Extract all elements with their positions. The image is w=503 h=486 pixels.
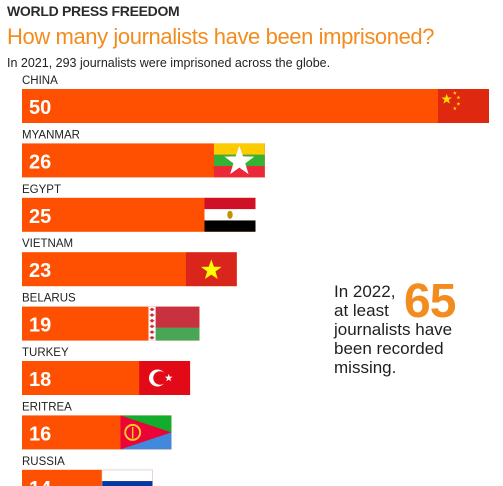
bar-chart: CHINA 50 MYANMAR 26 EGYPT 25 VIETNAM 23 BELARUS 1… [22,75,489,486]
value-label-russia: 14 [29,478,52,486]
category-label-china: CHINA [22,75,58,87]
note-line-5: missing. [334,358,397,377]
egypt-flag-icon [204,197,256,232]
bar-china [22,89,489,123]
china-flag-icon [438,89,489,123]
note-big-number: 65 [404,275,456,328]
belarus-flag-icon [148,306,200,341]
value-label-belarus: 19 [29,315,51,337]
category-label-egypt: EGYPT [22,184,61,196]
myanmar-flag-icon [213,143,265,178]
note-line-2: at least [334,301,389,320]
page-title: How many journalists have been imprisone… [7,24,435,49]
page-subtitle: In 2021, 293 journalists were imprisoned… [7,56,331,70]
note-line-3: journalists have [334,320,453,339]
value-label-china: 50 [29,97,51,119]
turkey-flag-icon [139,361,191,395]
category-label-turkey: TURKEY [22,347,69,359]
note-line-1: In 2022, [334,282,396,301]
note-line-4: been recorded [334,339,444,358]
russia-flag-icon [101,469,153,486]
kicker-label: WORLD PRESS FREEDOM [7,3,180,19]
category-label-russia: RUSSIA [22,456,65,468]
value-label-eritrea: 16 [29,423,51,445]
eritrea-flag-icon [120,415,172,450]
value-label-turkey: 18 [29,369,51,391]
value-label-myanmar: 26 [29,151,51,173]
value-label-egypt: 25 [29,206,51,228]
category-label-eritrea: ERITREA [22,401,72,413]
category-label-myanmar: MYANMAR [22,129,80,141]
category-label-vietnam: VIETNAM [22,238,73,250]
vietnam-flag-icon [185,252,237,287]
category-label-belarus: BELARUS [22,293,76,305]
missing-journalists-note: In 2022, at least 65 journalists have be… [334,278,456,378]
value-label-vietnam: 23 [29,260,51,282]
